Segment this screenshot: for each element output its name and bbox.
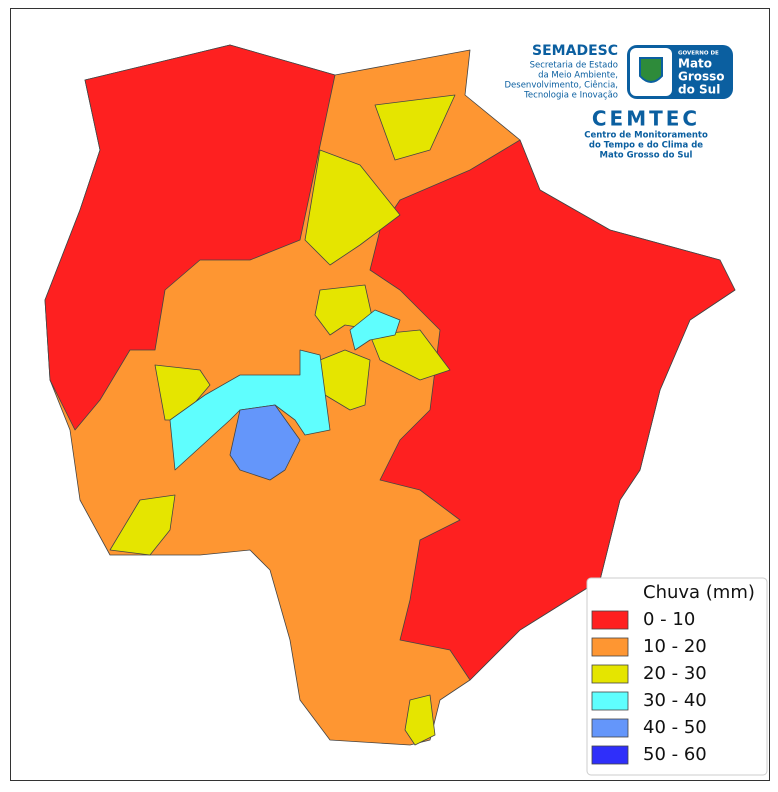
logo-line: Grosso bbox=[678, 70, 725, 84]
legend-label: 0 - 10 bbox=[643, 609, 695, 630]
legend-label: 10 - 20 bbox=[643, 636, 707, 657]
legend: Chuva (mm) 0 - 10 10 - 20 20 - 30 30 - 40 40… bbox=[586, 577, 768, 776]
logo-line: Secretaria de Estado bbox=[530, 61, 618, 71]
frame bbox=[10, 8, 770, 781]
cemtec-line: Mato Grosso do Sul bbox=[600, 151, 693, 161]
region bbox=[229, 404, 301, 481]
emblem-shield bbox=[639, 57, 663, 83]
legend-swatch bbox=[591, 664, 629, 684]
semadesc-logo: SEMADESC Secretaria de Estado da Meio Am… bbox=[505, 43, 619, 101]
logo-line: do Sul bbox=[678, 83, 720, 97]
region bbox=[349, 309, 401, 351]
legend-swatch bbox=[591, 718, 629, 738]
legend-swatch bbox=[591, 745, 629, 765]
legend-box bbox=[586, 577, 768, 776]
legend-label: 20 - 30 bbox=[643, 663, 707, 684]
logo-line: Tecnologia e Inovação bbox=[523, 91, 618, 101]
legend-title: Chuva (mm) bbox=[643, 582, 755, 603]
logo-line: Mato bbox=[678, 57, 712, 71]
cemtec-logo: CEMTEC Centro de Monitoramento do Tempo … bbox=[584, 107, 708, 161]
logo-top: GOVERNO DE bbox=[678, 51, 719, 57]
region bbox=[44, 44, 336, 431]
logo-line: da Meio Ambiente, bbox=[538, 71, 618, 81]
governo-logo: GOVERNO DE Mato Grosso do Sul bbox=[627, 45, 733, 99]
region bbox=[169, 349, 331, 471]
logo-line: Desenvolvimento, Ciência, bbox=[505, 80, 619, 91]
region bbox=[404, 694, 436, 746]
region bbox=[109, 494, 176, 556]
legend-swatch bbox=[591, 610, 629, 630]
cemtec-line: Centro de Monitoramento bbox=[584, 131, 708, 141]
state-map bbox=[44, 44, 736, 746]
logo-title: SEMADESC bbox=[532, 43, 618, 59]
cemtec-title: CEMTEC bbox=[592, 107, 700, 131]
region bbox=[374, 94, 456, 161]
legend-label: 50 - 60 bbox=[643, 744, 707, 765]
legend-label: 30 - 40 bbox=[643, 690, 707, 711]
region bbox=[304, 149, 401, 266]
region bbox=[369, 329, 451, 381]
legend-label: 40 - 50 bbox=[643, 717, 707, 738]
legend-swatch bbox=[591, 691, 629, 711]
legend-swatch bbox=[591, 637, 629, 657]
cemtec-line: do Tempo e do Clima de bbox=[589, 141, 703, 151]
